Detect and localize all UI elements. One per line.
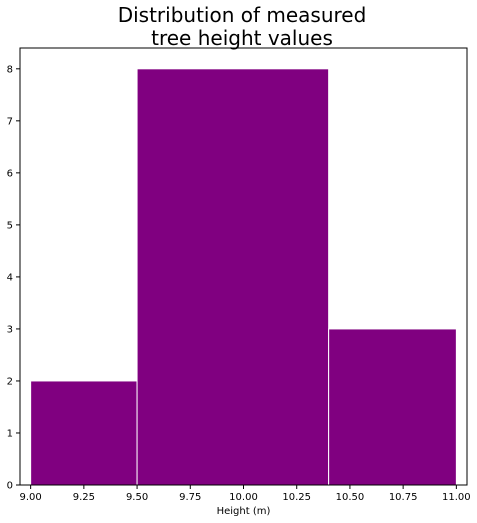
y-tick-label-1: 1 <box>7 428 13 439</box>
x-tick-label-1: 9.25 <box>73 492 95 503</box>
y-tick-label-7: 7 <box>7 116 13 127</box>
x-tick-label-7: 10.75 <box>389 492 418 503</box>
x-tick-label-3: 9.75 <box>179 492 201 503</box>
x-axis-label: Height (m) <box>217 506 271 517</box>
x-axis-ticks: 9.00 9.25 9.50 9.75 10.00 10.25 10.50 10.75 11.0… <box>20 485 471 503</box>
histogram-bars <box>30 68 457 486</box>
x-tick-label-0: 9.00 <box>20 492 42 503</box>
y-tick-label-4: 4 <box>7 272 13 283</box>
y-tick-label-5: 5 <box>7 220 13 231</box>
x-tick-label-2: 9.50 <box>126 492 148 503</box>
y-tick-label-8: 8 <box>7 64 13 75</box>
chart-title: Distribution of measured tree height val… <box>118 3 367 50</box>
x-tick-label-5: 10.25 <box>282 492 311 503</box>
y-tick-label-6: 6 <box>7 168 13 179</box>
chart-title-line-1: Distribution of measured <box>118 3 367 27</box>
histogram-bar-2 <box>328 328 457 486</box>
histogram-bar-0 <box>30 380 138 486</box>
y-tick-label-3: 3 <box>7 324 13 335</box>
y-axis-ticks: 0 1 2 3 4 5 6 7 8 <box>7 64 20 492</box>
x-tick-label-6: 10.50 <box>336 492 365 503</box>
y-tick-label-0: 0 <box>7 481 13 492</box>
x-tick-label-8: 11.00 <box>442 492 471 503</box>
x-tick-label-4: 10.00 <box>229 492 258 503</box>
chart-title-line-2: tree height values <box>151 26 333 50</box>
y-tick-label-2: 2 <box>7 376 13 387</box>
histogram-bar-1 <box>136 68 330 486</box>
